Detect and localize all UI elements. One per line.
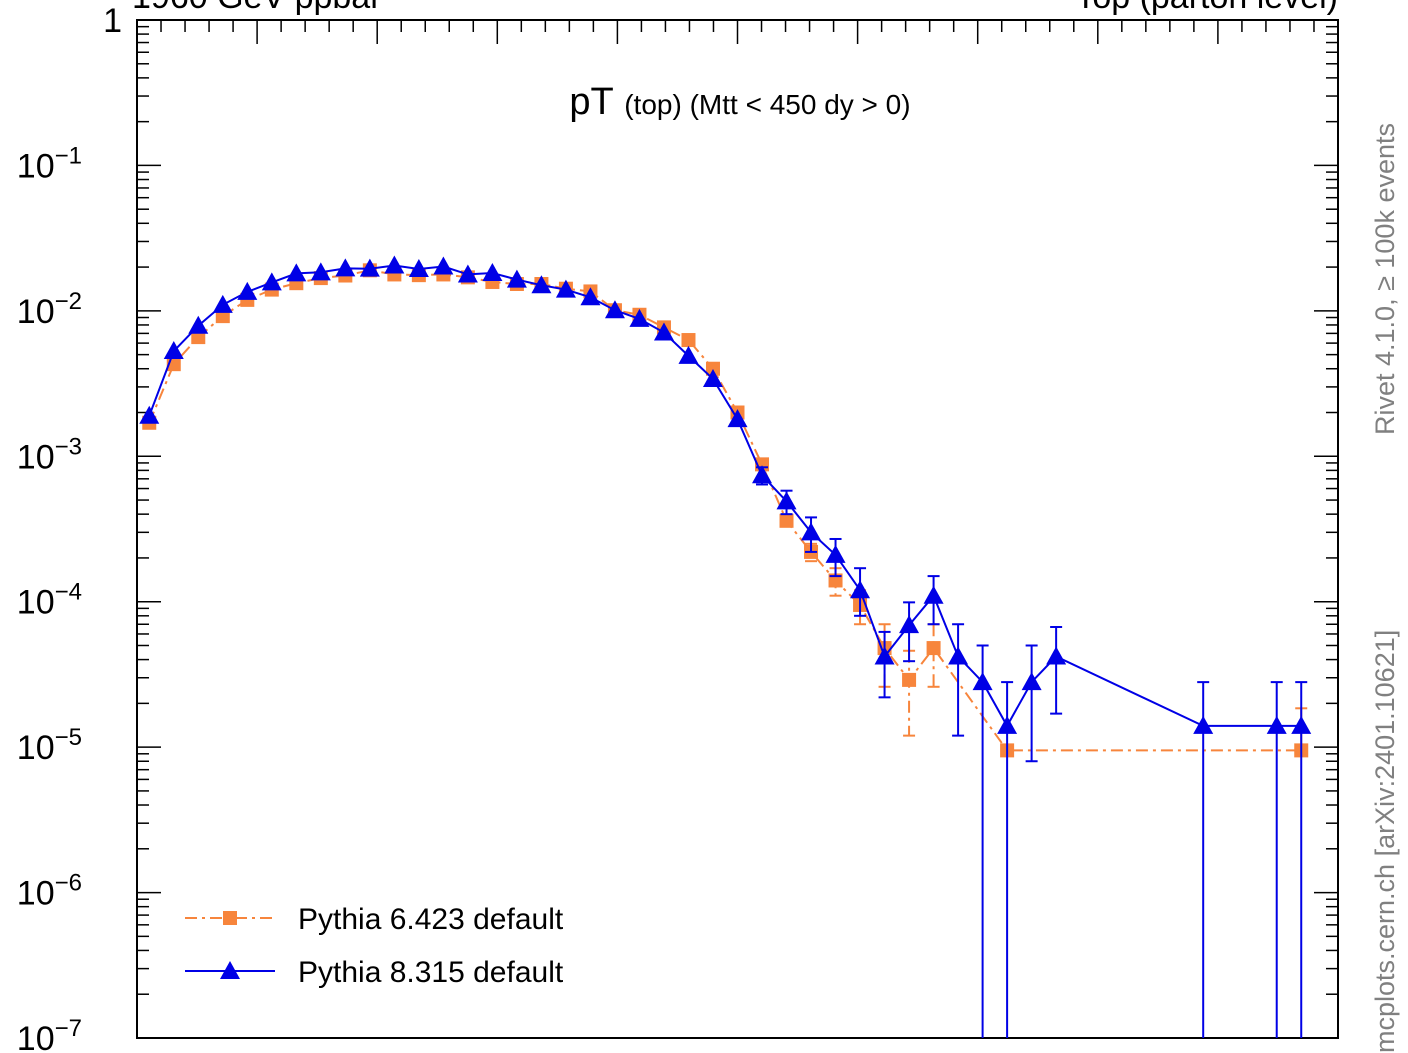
data-point [705,361,720,376]
legend-label: Pythia 6.423 default [298,903,564,936]
data-point [163,340,184,359]
data-point [139,405,160,424]
data-point [1046,646,1067,665]
data-point [1291,715,1312,734]
data-point [678,345,699,364]
data-point [997,715,1018,734]
y-tick-label: 10−3 [17,433,82,476]
legend: Pythia 6.423 default Pythia 8.315 default [185,903,564,989]
data-point [457,264,478,283]
data-point [506,269,527,288]
plot-area: 1 10−1 10−2 10−3 10−4 10−5 10−6 10−7 [17,2,1339,1053]
data-point [825,544,846,563]
side-text-upper: Rivet 4.1.0, ≥ 100k events [1370,123,1400,435]
series-line [148,264,1302,728]
series-line [148,269,1302,752]
data-point [1266,715,1287,734]
data-point [408,259,429,278]
data-point [286,263,307,282]
data-point [1193,715,1214,734]
y-tick-label: 10−5 [17,724,82,767]
data-point [850,580,871,599]
data-point [653,322,674,341]
data-point [776,491,797,510]
data-point [580,287,601,306]
legend-marker [220,961,240,979]
data-point [902,672,917,687]
data-point [923,585,944,604]
data-point [926,641,941,656]
data-point [261,272,282,291]
data-point [555,279,576,298]
data-point [779,513,794,528]
data-point [433,256,454,275]
data-point [629,308,650,327]
chart-title: pT (top) (Mtt < 450 dy > 0) [569,81,910,123]
y-tick-label: 10−6 [17,870,82,913]
data-point [702,368,723,387]
data-point [899,615,920,634]
y-tick-label: 10−1 [17,142,82,185]
y-tick-label: 10−4 [17,579,82,622]
series-1 [142,263,1309,758]
header-right: Top (parton level) [1075,0,1338,16]
data-point [212,294,233,313]
data-point [604,300,625,319]
data-point [310,262,331,281]
chart-title-sub: (top) (Mtt < 450 dy > 0) [624,89,910,120]
data-point [727,409,748,428]
data-point [681,333,696,348]
legend-label: Pythia 8.315 default [298,956,564,989]
data-point [359,258,380,277]
legend-marker [223,911,237,925]
y-tick-label: 10−7 [17,1015,82,1053]
data-point [972,672,993,691]
data-point [752,465,773,484]
data-point [1021,672,1042,691]
data-point [531,275,552,294]
legend-item-2: Pythia 8.315 default [185,956,564,989]
legend-item-1: Pythia 6.423 default [185,903,564,936]
data-point [384,255,405,274]
plot-frame [136,19,1339,1039]
data-point [188,315,209,334]
side-text-lower: mcplots.cern.ch [arXiv:2401.10621] [1370,630,1400,1053]
header-left: 1960 GeV ppbar [132,0,382,16]
data-point [948,646,969,665]
data-point [482,263,503,282]
data-point [237,281,258,300]
y-tick-label: 1 [103,2,122,40]
chart-title-main: pT [569,81,613,123]
data-point [874,646,895,665]
data-point [335,258,356,277]
series-2 [139,255,1312,1038]
data-point [801,522,822,541]
y-tick-label: 10−2 [17,288,82,331]
